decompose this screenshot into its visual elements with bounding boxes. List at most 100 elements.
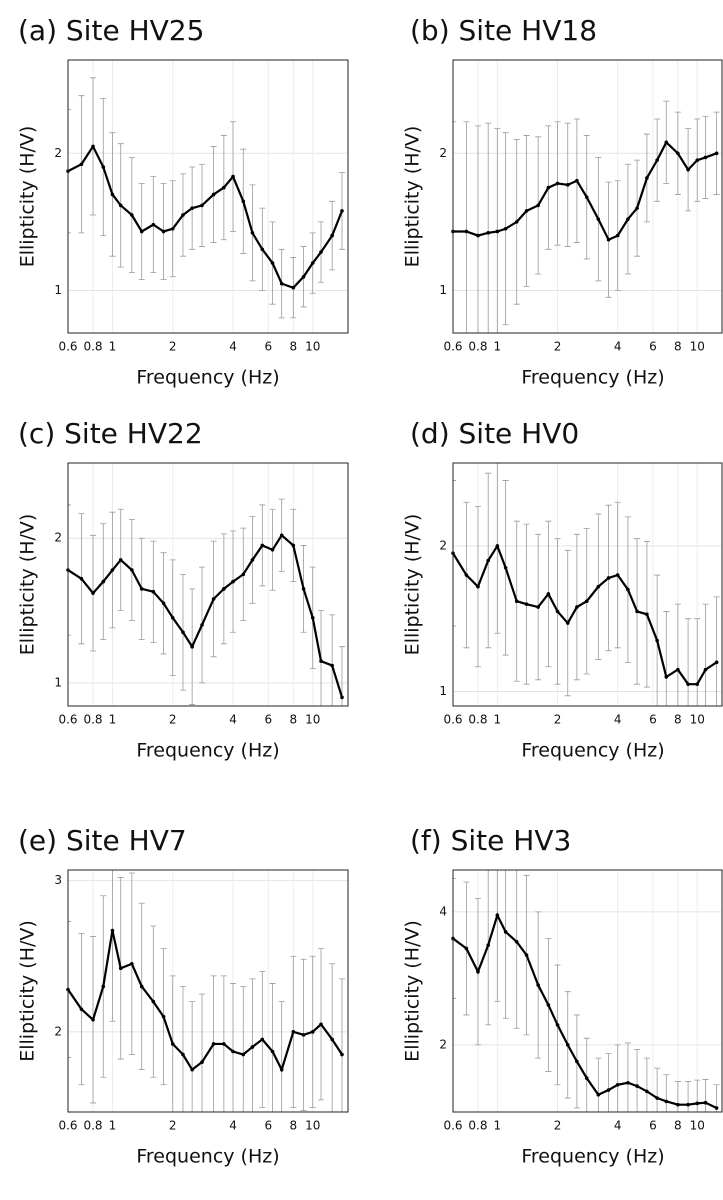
x-tick-label: 6 bbox=[264, 713, 272, 727]
data-point bbox=[231, 579, 235, 584]
x-tick-label: 8 bbox=[674, 713, 682, 727]
x-tick-label: 8 bbox=[289, 1119, 297, 1133]
data-line bbox=[453, 140, 717, 242]
plot-frame bbox=[452, 59, 723, 334]
data-point bbox=[536, 983, 540, 987]
data-point bbox=[139, 587, 144, 591]
data-point bbox=[340, 695, 344, 700]
x-tick-label: 10 bbox=[690, 1119, 705, 1133]
data-point bbox=[546, 592, 551, 596]
data-point bbox=[211, 597, 216, 601]
data-point bbox=[686, 1102, 690, 1107]
x-tick-label: 0.6 bbox=[58, 340, 77, 354]
error-bar bbox=[68, 921, 71, 1058]
data-point bbox=[476, 584, 480, 589]
data-point bbox=[655, 158, 659, 162]
data-point bbox=[270, 547, 275, 552]
data-point bbox=[79, 576, 84, 581]
data-point bbox=[635, 609, 639, 614]
data-line bbox=[453, 543, 718, 686]
data-point bbox=[626, 1080, 630, 1085]
data-point bbox=[503, 930, 508, 934]
data-point bbox=[190, 206, 194, 210]
x-axis-label: Frequency (Hz) bbox=[136, 367, 279, 389]
data-point bbox=[330, 233, 334, 238]
x-tick-label: 1 bbox=[109, 340, 117, 354]
error-bars bbox=[68, 498, 345, 706]
error-bar bbox=[453, 121, 456, 333]
y-tick-label: 3 bbox=[54, 873, 62, 887]
data-point bbox=[279, 281, 284, 286]
data-point bbox=[211, 1042, 216, 1046]
data-point bbox=[130, 568, 134, 572]
x-tick-label: 0.6 bbox=[58, 1119, 77, 1133]
x-tick-label: 1 bbox=[109, 713, 117, 727]
data-point bbox=[645, 612, 649, 617]
data-point bbox=[101, 984, 106, 989]
x-tick-label: 1 bbox=[494, 713, 502, 727]
data-point bbox=[476, 969, 480, 974]
plot-frame bbox=[452, 869, 723, 1113]
x-axis-label: Frequency (Hz) bbox=[136, 740, 279, 762]
x-tick-label: 4 bbox=[229, 1119, 237, 1133]
data-point bbox=[118, 966, 123, 971]
data-point bbox=[503, 565, 508, 570]
data-point bbox=[151, 999, 156, 1004]
data-point bbox=[655, 1096, 659, 1100]
x-tick-label: 2 bbox=[169, 713, 177, 727]
data-point bbox=[546, 1003, 551, 1007]
x-tick-label: 10 bbox=[690, 340, 705, 354]
y-axis-label: Ellipticity (H/V) bbox=[17, 920, 39, 1062]
y-tick-label: 1 bbox=[439, 684, 447, 698]
data-point bbox=[91, 144, 95, 149]
data-point bbox=[200, 623, 204, 627]
panel: (a) Site HV25 1 2 0.6 0.8 1 2 4 6 8 10 Frequency (H… bbox=[17, 14, 349, 389]
panel: (b) Site HV18 1 2 0.6 0.8 1 2 4 6 8 10 Frequency (H… bbox=[402, 14, 723, 389]
data-point bbox=[241, 1052, 246, 1057]
data-point bbox=[655, 638, 659, 643]
data-point bbox=[514, 220, 519, 224]
y-axis-label: Ellipticity (H/V) bbox=[17, 126, 39, 268]
data-point bbox=[555, 181, 560, 186]
data-point bbox=[291, 543, 296, 548]
data-point bbox=[686, 167, 690, 172]
x-tick-label: 10 bbox=[305, 340, 320, 354]
data-point bbox=[279, 1067, 284, 1072]
data-line bbox=[68, 144, 344, 290]
data-point bbox=[260, 247, 265, 252]
x-tick-label: 0.8 bbox=[468, 713, 487, 727]
data-point bbox=[139, 229, 144, 234]
data-point bbox=[703, 155, 708, 160]
panel-title: (e) Site HV7 bbox=[18, 824, 187, 857]
data-point bbox=[291, 1030, 296, 1034]
y-tick-label: 4 bbox=[439, 904, 447, 918]
data-point bbox=[645, 176, 649, 180]
data-point bbox=[310, 615, 315, 620]
panel: (f) Site HV3 2 4 0.6 0.8 1 2 4 6 8 10 Frequency (Hz… bbox=[402, 824, 723, 1168]
data-point bbox=[250, 1045, 255, 1049]
data-point bbox=[514, 940, 519, 944]
data-point bbox=[170, 1042, 175, 1046]
x-tick-label: 2 bbox=[554, 713, 562, 727]
data-point bbox=[79, 1007, 84, 1011]
data-point bbox=[250, 558, 255, 562]
x-tick-label: 0.8 bbox=[468, 340, 487, 354]
data-point bbox=[575, 178, 579, 183]
data-point bbox=[615, 1082, 620, 1087]
data-point bbox=[231, 174, 235, 179]
x-tick-label: 0.8 bbox=[468, 1119, 487, 1133]
data-point bbox=[190, 1067, 194, 1072]
error-bar bbox=[68, 504, 71, 636]
x-axis-label: Frequency (Hz) bbox=[521, 367, 664, 389]
data-point bbox=[524, 953, 529, 957]
data-point bbox=[301, 1033, 306, 1037]
error-bars bbox=[453, 870, 720, 1112]
data-point bbox=[79, 162, 84, 167]
data-point bbox=[250, 231, 255, 235]
data-point bbox=[161, 229, 166, 234]
data-point bbox=[110, 192, 115, 197]
panel-title: (d) Site HV0 bbox=[410, 417, 579, 450]
data-point bbox=[606, 576, 611, 580]
x-tick-label: 8 bbox=[674, 340, 682, 354]
